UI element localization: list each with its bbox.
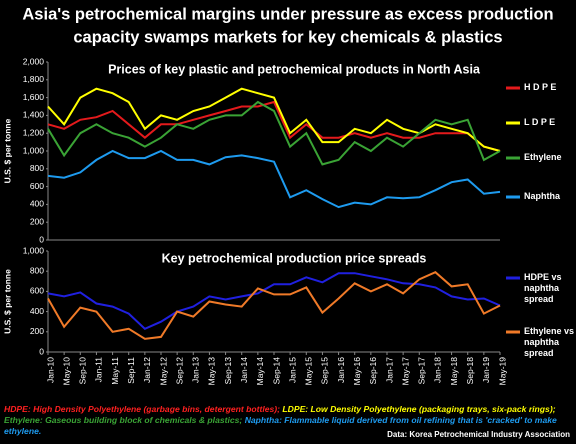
source: Data: Korea Petrochemical Industry Assoc…: [387, 430, 570, 439]
y-tick-label: 1,400: [23, 110, 45, 120]
x-tick-label: Sep-16: [368, 357, 378, 385]
y-tick-label: 800: [30, 265, 44, 275]
y-tick-label: 200: [30, 216, 44, 226]
series-line: [47, 87, 501, 152]
x-tick-label: Sep-14: [271, 357, 281, 385]
note: LDPE: Low Density Polyethylene (packagin…: [282, 404, 556, 414]
panel-title: Key petrochemical production price sprea…: [162, 251, 427, 265]
y-tick-label: 0: [39, 346, 44, 356]
legend-label: H D P E: [524, 82, 557, 92]
legend-label: HDPE vs naphtha spread: [524, 272, 562, 304]
x-tick-label: Jan-10: [45, 357, 55, 383]
x-tick-label: Sep-15: [320, 357, 330, 385]
y-tick-label: 1,200: [23, 127, 45, 137]
legend-label: L D P E: [524, 117, 556, 127]
y-tick-label: 600: [30, 181, 44, 191]
legend-label: Ethylene vs naphtha spread: [524, 326, 575, 358]
x-tick-label: May-11: [110, 357, 120, 385]
series-line: [47, 272, 501, 330]
y-tick-label: 1,000: [23, 245, 45, 255]
note: Ethylene: Gaseous building block of chem…: [4, 415, 243, 425]
x-tick-label: Jan-15: [287, 357, 297, 383]
y-tick-label: 1,600: [23, 92, 45, 102]
y-tick-label: 400: [30, 199, 44, 209]
x-tick-label: Jan-12: [142, 357, 152, 383]
x-tick-label: May-14: [255, 357, 265, 386]
note: Naphtha: Flammable liquid derived from o…: [4, 415, 557, 436]
series-line: [47, 100, 501, 166]
series-line: [47, 100, 501, 152]
x-tick-label: May-13: [207, 357, 217, 386]
y-tick-label: 800: [30, 163, 44, 173]
x-tick-label: Sep-11: [126, 357, 136, 384]
x-tick-label: May-18: [449, 357, 459, 386]
x-tick-label: Jan-17: [384, 357, 394, 383]
footnote: HDPE: High Density Polyethylene (garbage…: [4, 404, 572, 437]
legend-label: Ethylene: [524, 152, 562, 162]
y-tick-label: 2,000: [23, 56, 45, 66]
x-tick-label: Jan-14: [239, 357, 249, 383]
x-tick-label: Sep-18: [465, 357, 475, 385]
x-tick-label: Jan-11: [94, 357, 104, 383]
x-tick-label: Jan-16: [336, 357, 346, 383]
x-tick-label: May-10: [61, 357, 71, 386]
series-line: [47, 271, 501, 340]
x-tick-label: Sep-12: [174, 357, 184, 385]
y-tick-label: 200: [30, 326, 44, 336]
y-tick-label: 1,800: [23, 74, 45, 84]
y-tick-label: 0: [39, 234, 44, 244]
x-tick-label: Jan-13: [191, 357, 201, 383]
title: Asia's petrochemical margins under press…: [22, 5, 553, 23]
x-tick-label: May-12: [158, 357, 168, 386]
panel-title: Prices of key plastic and petrochemical …: [108, 62, 481, 76]
y-axis-label: U.S. $ per tonne: [2, 118, 12, 183]
series-line: [47, 149, 501, 209]
legend-label: Naphtha: [524, 191, 560, 201]
x-tick-label: Sep-13: [223, 357, 233, 385]
x-tick-label: May-15: [304, 357, 314, 386]
y-tick-label: 400: [30, 306, 44, 316]
y-axis-label: U.S. $ per tonne: [2, 269, 12, 334]
x-tick-label: May-17: [400, 357, 410, 386]
x-tick-label: Sep-10: [78, 357, 88, 385]
x-tick-label: Jan-18: [433, 357, 443, 383]
note: HDPE: High Density Polyethylene (garbage…: [4, 404, 280, 414]
title: capacity swamps markets for key chemical…: [73, 28, 502, 46]
x-tick-label: Sep-17: [417, 357, 427, 385]
x-tick-label: May-16: [352, 357, 362, 386]
y-tick-label: 1,000: [23, 145, 45, 155]
x-tick-label: Jan-19: [481, 357, 491, 383]
y-tick-label: 600: [30, 286, 44, 296]
x-tick-label: May-19: [497, 357, 507, 386]
